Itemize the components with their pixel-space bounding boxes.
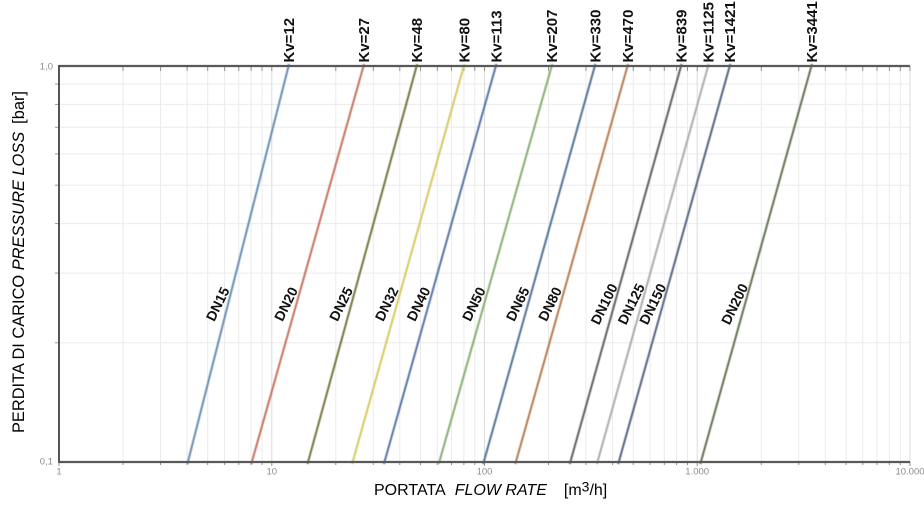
svg-text:0,1: 0,1 [40, 457, 53, 468]
svg-text:Kv=80: Kv=80 [456, 18, 473, 63]
svg-text:Kv=113: Kv=113 [488, 10, 505, 62]
svg-text:10.000: 10.000 [895, 467, 924, 478]
svg-text:Kv=1421: Kv=1421 [722, 1, 739, 62]
svg-text:Kv=1125: Kv=1125 [701, 2, 718, 62]
svg-text:1,0: 1,0 [40, 62, 53, 73]
svg-text:Kv=470: Kv=470 [620, 10, 637, 63]
svg-text:PERDITA DI CARICO PRESSURE LOS: PERDITA DI CARICO PRESSURE LOSS[bar] [10, 91, 28, 433]
svg-text:Kv=207: Kv=207 [544, 10, 561, 63]
svg-text:Kv=48: Kv=48 [409, 18, 426, 63]
svg-text:1.000: 1.000 [685, 467, 709, 478]
svg-text:Kv=12: Kv=12 [281, 18, 298, 63]
svg-text:10: 10 [267, 467, 278, 478]
svg-text:1: 1 [56, 467, 61, 478]
svg-text:Kv=27: Kv=27 [356, 18, 373, 63]
svg-text:100: 100 [477, 467, 493, 478]
svg-text:Kv=3441: Kv=3441 [804, 1, 821, 62]
svg-text:Kv=839: Kv=839 [674, 10, 691, 63]
svg-text:Kv=330: Kv=330 [587, 10, 604, 63]
